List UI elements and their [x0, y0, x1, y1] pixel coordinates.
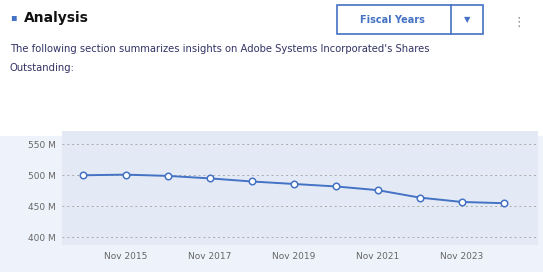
- Point: [121, 172, 130, 177]
- Point: [79, 173, 88, 177]
- Text: ▼: ▼: [464, 15, 470, 24]
- Point: [458, 200, 466, 204]
- Point: [374, 188, 382, 192]
- Text: ▪: ▪: [10, 12, 16, 22]
- Text: The following section summarizes insights on Adobe Systems Incorporated's Shares: The following section summarizes insight…: [10, 44, 430, 54]
- Point: [247, 179, 256, 184]
- Text: Outstanding:: Outstanding:: [10, 63, 74, 73]
- Point: [289, 182, 298, 186]
- Point: [331, 184, 340, 188]
- Point: [163, 174, 172, 178]
- Text: ⋮: ⋮: [512, 16, 525, 29]
- Text: Fiscal Years: Fiscal Years: [360, 15, 425, 25]
- Text: Analysis: Analysis: [24, 11, 89, 25]
- Point: [205, 176, 214, 181]
- Point: [415, 196, 424, 200]
- Point: [500, 201, 508, 205]
